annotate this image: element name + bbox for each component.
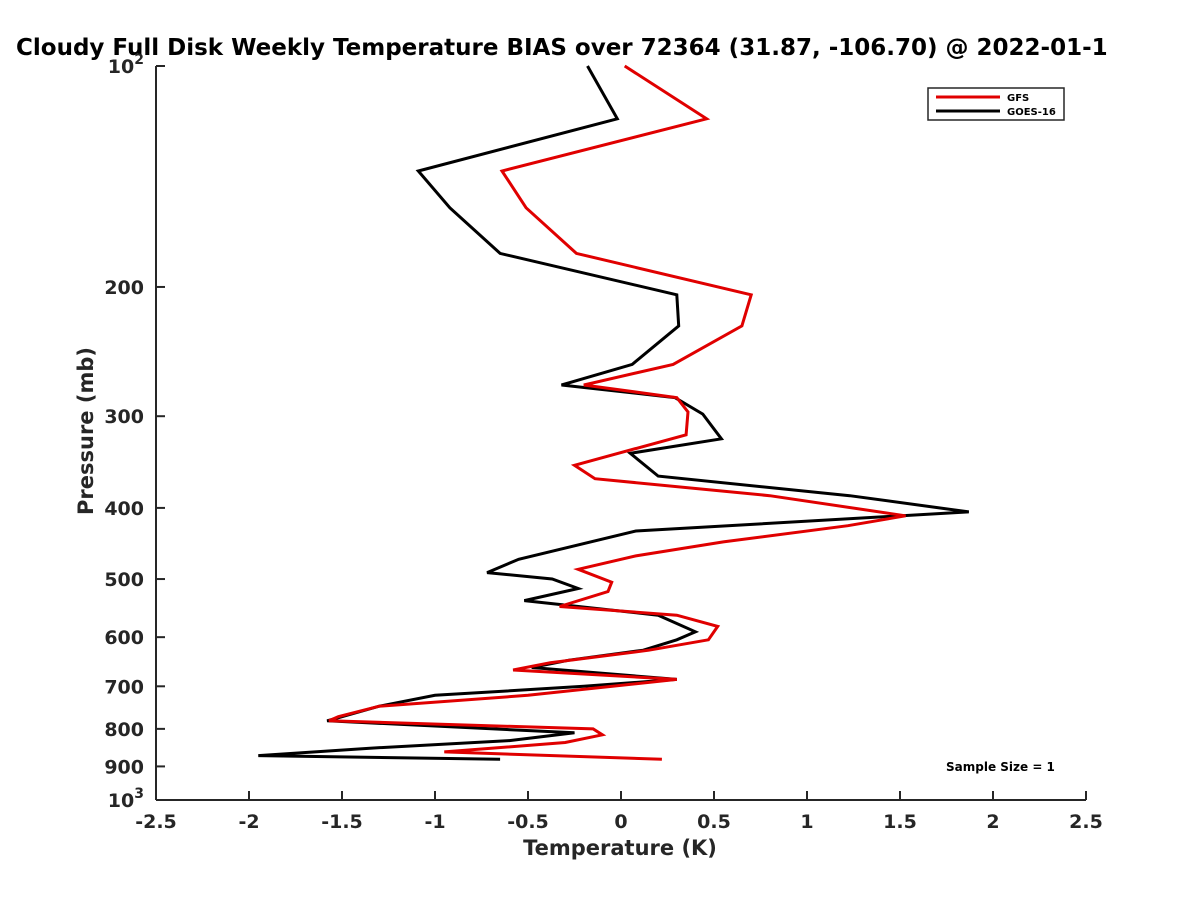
y-tick-label: 500 — [104, 569, 144, 591]
y-tick-label: 102 — [108, 52, 144, 78]
legend-label: GOES-16 — [1007, 107, 1056, 118]
y-tick-label: 800 — [104, 719, 144, 741]
y-tick-label: 600 — [104, 627, 144, 649]
x-tick-label: 1.5 — [883, 811, 917, 833]
x-tick-label: -0.5 — [507, 811, 549, 833]
y-tick-label: 900 — [104, 756, 144, 778]
y-axis-ticks: 102 200 300 400 500 600 700 800 900 103 — [104, 52, 165, 812]
x-tick-label: 2 — [986, 811, 999, 833]
y-axis-label: Pressure (mb) — [74, 347, 98, 515]
x-tick-label: -1.5 — [321, 811, 363, 833]
y-tick-label: 103 — [108, 786, 144, 812]
x-tick-label: 0.5 — [697, 811, 731, 833]
y-tick-label: 700 — [104, 676, 144, 698]
axes — [155, 66, 1086, 801]
x-tick-label: 0 — [614, 811, 627, 833]
x-tick-label: -1 — [424, 811, 445, 833]
x-tick-label: 2.5 — [1069, 811, 1103, 833]
series-layer — [258, 64, 970, 761]
x-axis-label: Temperature (K) — [523, 836, 717, 860]
y-tick-label: 400 — [104, 498, 144, 520]
legend-box — [927, 87, 1065, 121]
x-tick-label: 1 — [800, 811, 813, 833]
y-tick-label: 200 — [104, 277, 144, 299]
x-tick-label: -2 — [238, 811, 259, 833]
x-axis-ticks: -2.5 -2 -1.5 -1 -0.5 0 0.5 1 1.5 2 2.5 — [135, 791, 1103, 833]
x-tick-label: -2.5 — [135, 811, 177, 833]
legend-label: GFS — [1007, 93, 1029, 104]
series-line-gfs — [328, 64, 906, 761]
y-tick-label: 300 — [104, 406, 144, 428]
legend: GFS GOES-16 — [927, 87, 1065, 121]
chart-title: Cloudy Full Disk Weekly Temperature BIAS… — [16, 35, 1108, 61]
sample-size-annotation: Sample Size = 1 — [946, 760, 1055, 774]
